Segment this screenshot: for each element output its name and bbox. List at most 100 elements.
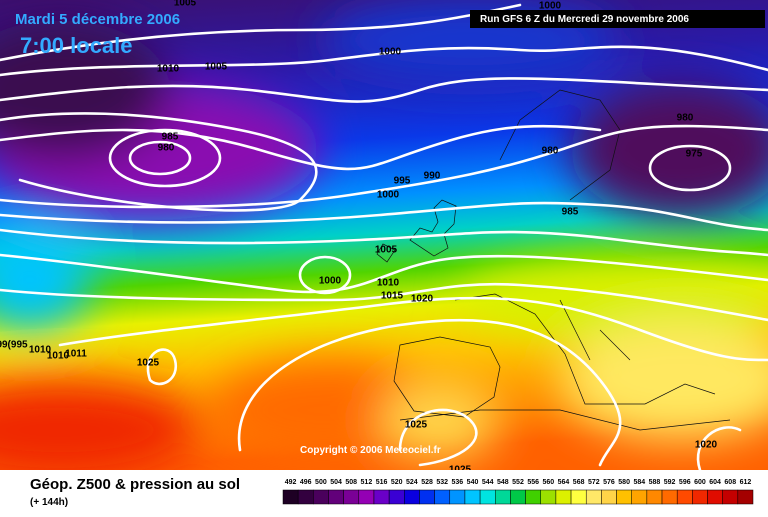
isobar-label: 1000	[379, 47, 402, 58]
scale-swatch	[495, 489, 511, 505]
isobar-label: 1010	[47, 351, 70, 362]
scale-label: 568	[573, 479, 585, 486]
scale-swatch	[646, 489, 663, 505]
scale-label: 520	[391, 479, 403, 486]
scale-label: 516	[376, 479, 388, 486]
scale-swatch	[328, 489, 344, 505]
scale-swatch	[661, 489, 678, 505]
scale-swatch	[282, 489, 299, 505]
isobars	[0, 3, 768, 472]
scale-label: 556	[527, 479, 539, 486]
scale-swatch	[449, 489, 466, 505]
isobar-label: 1000	[377, 190, 400, 201]
isobar-label: 1020	[411, 294, 434, 305]
isobar-label: 1025	[405, 420, 428, 431]
isobar-label: 1005	[174, 0, 197, 9]
scale-label: 512	[361, 479, 373, 486]
scale-label: 564	[558, 479, 570, 486]
isobar-label: 1015	[381, 291, 404, 302]
scale-label: 508	[345, 479, 357, 486]
isobar-label: 1000	[319, 276, 342, 287]
isobar-label: 1000	[539, 1, 562, 12]
isobar-label: 980	[542, 146, 559, 157]
scale-label: 592	[664, 479, 676, 486]
isobar-label: 1011	[65, 349, 87, 360]
scale-swatch	[570, 489, 587, 505]
scale-swatch	[388, 489, 405, 505]
isobar-label: 1020	[695, 440, 718, 451]
scale-swatch	[343, 489, 360, 505]
scale-swatch	[692, 489, 708, 505]
scale-swatch	[737, 489, 754, 505]
scale-label: 524	[406, 479, 418, 486]
scale-swatch	[525, 489, 541, 505]
scale-swatch	[373, 489, 390, 505]
scale-label: 596	[679, 479, 691, 486]
isobar-label: 1025	[137, 358, 160, 369]
isobar-label: 980	[158, 143, 175, 154]
footer-title: Géop. Z500 & pression au sol	[30, 476, 240, 493]
scale-swatch	[404, 489, 420, 505]
run-box	[470, 10, 765, 28]
scale-swatch	[707, 489, 723, 505]
scale-label: 576	[603, 479, 615, 486]
scale-label: 548	[497, 479, 509, 486]
scale-label: 528	[421, 479, 433, 486]
time: 7:00 locale	[20, 33, 133, 58]
scale-label: 560	[542, 479, 554, 486]
scale-label: 544	[482, 479, 494, 486]
copyright: Copyright © 2006 Meteociel.fr	[300, 445, 441, 456]
isobar-label: 985	[162, 132, 179, 143]
scale-label: 552	[512, 479, 524, 486]
scale-label: 500	[315, 479, 327, 486]
scale-swatch	[601, 489, 617, 505]
isobar-label: 1005	[205, 62, 228, 73]
scale-label: 588	[649, 479, 661, 486]
scale-swatch	[616, 489, 632, 505]
date: Mardi 5 décembre 2006	[15, 11, 180, 28]
forecast-lead: (+ 144h)	[30, 497, 68, 508]
scale-swatch	[585, 489, 602, 505]
isobar-label: 995	[394, 176, 411, 187]
scale-label: 540	[467, 479, 479, 486]
scale-swatch	[464, 489, 481, 505]
scale-swatch	[631, 489, 648, 505]
isobar-label: 990	[424, 171, 441, 182]
scale-label: 604	[709, 479, 721, 486]
scale-swatch	[358, 489, 375, 505]
isobar-label: 1010	[157, 64, 180, 75]
scale-swatch	[722, 489, 739, 505]
scale-swatch	[434, 489, 451, 505]
isobar-label: 1010	[29, 345, 52, 356]
scale-label: 584	[633, 479, 645, 486]
scale-swatch	[540, 489, 557, 505]
scale-swatch	[555, 489, 572, 505]
isobar-label: 1010	[377, 278, 400, 289]
scale-swatch	[676, 489, 693, 505]
scale-swatch	[419, 489, 435, 505]
isobar-label: 980	[677, 113, 694, 124]
scale-label: 580	[618, 479, 630, 486]
scale-swatch	[479, 489, 496, 505]
scale-label: 612	[740, 479, 752, 486]
scale-label: 496	[300, 479, 312, 486]
scale-label: 608	[724, 479, 736, 486]
scale-label: 600	[694, 479, 706, 486]
scale-swatch	[313, 489, 329, 505]
run-info: Run GFS 6 Z du Mercredi 29 novembre 2006	[480, 14, 689, 25]
scale-label: 492	[285, 479, 297, 486]
coastlines	[376, 89, 731, 431]
geopotential-field	[0, 0, 768, 480]
color-scale: 492 496 500 504 508 512 516 520 524 528 532 536 540 5…	[282, 479, 754, 505]
isobar-label: 975	[686, 149, 703, 160]
isobar-label: 99(995	[0, 340, 28, 351]
scale-label: 536	[452, 479, 464, 486]
scale-label: 532	[436, 479, 448, 486]
scale-swatch	[510, 489, 526, 505]
scale-label: 572	[588, 479, 600, 486]
isobar-label: 985	[562, 207, 579, 218]
isobar-label: 1005	[375, 245, 398, 256]
scale-swatch	[297, 489, 314, 505]
